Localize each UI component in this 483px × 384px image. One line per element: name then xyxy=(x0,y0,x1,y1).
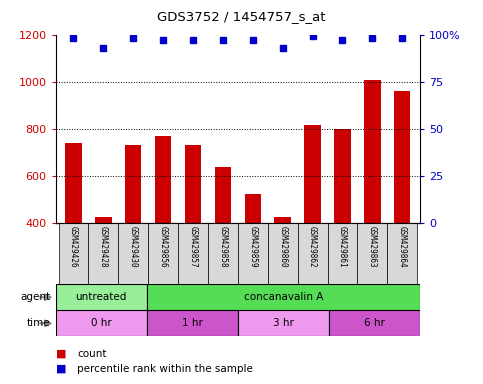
Bar xyxy=(394,91,411,223)
Bar xyxy=(178,223,208,284)
Text: GSM429430: GSM429430 xyxy=(129,226,138,267)
Bar xyxy=(88,223,118,284)
Text: GSM429858: GSM429858 xyxy=(218,226,227,267)
Text: GSM429862: GSM429862 xyxy=(308,226,317,267)
Bar xyxy=(155,136,171,223)
Bar xyxy=(304,125,321,223)
Bar xyxy=(238,223,268,284)
Text: GSM429426: GSM429426 xyxy=(69,226,78,267)
Bar xyxy=(334,129,351,223)
Bar xyxy=(148,223,178,284)
Bar xyxy=(327,223,357,284)
Bar xyxy=(56,284,147,310)
Text: 6 hr: 6 hr xyxy=(364,318,385,328)
Bar xyxy=(95,217,112,223)
Bar xyxy=(387,223,417,284)
Bar xyxy=(147,310,238,336)
Bar xyxy=(238,310,329,336)
Bar xyxy=(274,217,291,223)
Text: GDS3752 / 1454757_s_at: GDS3752 / 1454757_s_at xyxy=(157,10,326,23)
Text: agent: agent xyxy=(21,292,51,302)
Bar xyxy=(125,145,142,223)
Text: untreated: untreated xyxy=(75,292,127,302)
Text: GSM429863: GSM429863 xyxy=(368,226,377,267)
Bar xyxy=(147,284,420,310)
Bar xyxy=(118,223,148,284)
Text: 3 hr: 3 hr xyxy=(273,318,294,328)
Bar xyxy=(364,80,381,223)
Bar xyxy=(185,145,201,223)
Text: percentile rank within the sample: percentile rank within the sample xyxy=(77,364,253,374)
Text: 0 hr: 0 hr xyxy=(91,318,112,328)
Text: 1 hr: 1 hr xyxy=(182,318,203,328)
Bar xyxy=(357,223,387,284)
Text: time: time xyxy=(27,318,51,328)
Text: ■: ■ xyxy=(56,349,66,359)
Bar xyxy=(329,310,420,336)
Text: GSM429857: GSM429857 xyxy=(188,226,198,267)
Bar xyxy=(298,223,327,284)
Text: concanavalin A: concanavalin A xyxy=(244,292,323,302)
Text: ■: ■ xyxy=(56,364,66,374)
Text: GSM429861: GSM429861 xyxy=(338,226,347,267)
Text: count: count xyxy=(77,349,107,359)
Text: GSM429864: GSM429864 xyxy=(398,226,407,267)
Bar xyxy=(58,223,88,284)
Text: GSM429428: GSM429428 xyxy=(99,226,108,267)
Text: GSM429859: GSM429859 xyxy=(248,226,257,267)
Bar xyxy=(65,143,82,223)
Bar xyxy=(56,310,147,336)
Text: GSM429860: GSM429860 xyxy=(278,226,287,267)
Bar xyxy=(268,223,298,284)
Bar xyxy=(244,195,261,223)
Text: GSM429856: GSM429856 xyxy=(158,226,168,267)
Bar xyxy=(208,223,238,284)
Bar xyxy=(215,167,231,223)
